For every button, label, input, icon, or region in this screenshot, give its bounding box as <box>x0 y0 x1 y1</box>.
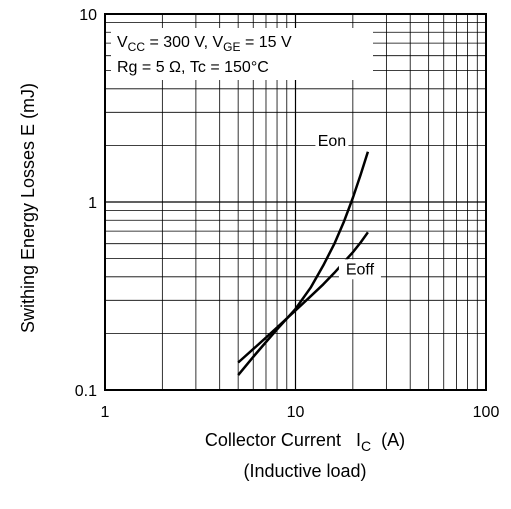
annotation-background <box>111 28 373 80</box>
annotation-line-1: VCC = 300 V, VGE = 15 V <box>117 34 292 54</box>
series-layer: Eon Eoff <box>237 130 381 376</box>
y-axis-label: Swithing Energy Losses E (mJ) <box>18 83 38 333</box>
plot-frame <box>104 13 487 391</box>
series-label-eon: Eon <box>318 133 346 150</box>
annotation-text: = 15 V <box>241 34 292 51</box>
x-tick-label: 1 <box>101 404 110 421</box>
y-tick-label: 10 <box>79 7 97 24</box>
x-tick-label: 10 <box>287 404 305 421</box>
y-tick-label: 0.1 <box>75 383 97 400</box>
x-axis-label-note: (Inductive load) <box>243 461 366 481</box>
annotation-text: = 300 V, V <box>145 34 223 51</box>
annotation-line-2: Rg = 5 Ω, Tc = 150°C <box>117 59 269 76</box>
x-axis-label-text: (A) <box>371 430 405 450</box>
series-label-bg <box>338 259 381 280</box>
series-label-bg <box>315 130 349 151</box>
annotation-subscript: CC <box>128 40 146 54</box>
x-axis-label-text: Collector Current I <box>205 430 361 450</box>
x-axis-label-subscript: C <box>361 438 371 454</box>
annotation-subscript: GE <box>223 40 240 54</box>
x-axis-label: Collector Current IC (A) <box>205 430 405 454</box>
y-tick-label: 1 <box>88 195 97 212</box>
x-tick-label: 100 <box>473 404 500 421</box>
series-label-eoff: Eoff <box>346 261 375 278</box>
annotation-text: V <box>117 34 128 51</box>
series-line-eon <box>237 151 370 376</box>
series-line-eoff <box>237 231 369 364</box>
